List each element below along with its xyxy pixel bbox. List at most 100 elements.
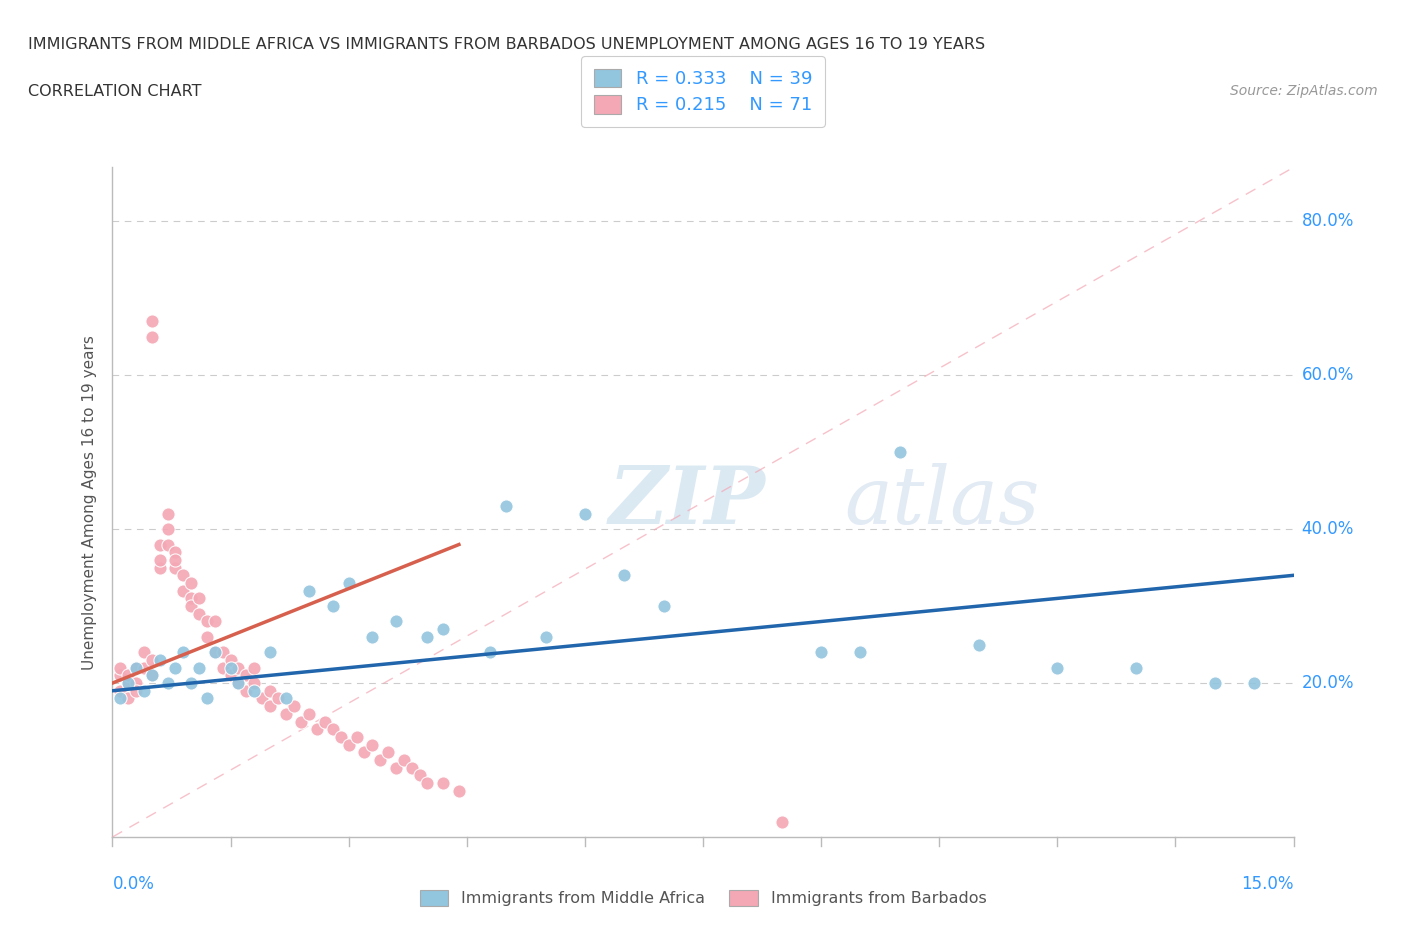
Point bbox=[290, 714, 312, 729]
Point bbox=[132, 660, 155, 675]
Point bbox=[337, 737, 360, 752]
Point bbox=[574, 506, 596, 521]
Point bbox=[165, 560, 187, 575]
Point bbox=[652, 599, 675, 614]
Point bbox=[337, 576, 360, 591]
Point bbox=[125, 660, 148, 675]
Text: 20.0%: 20.0% bbox=[1302, 674, 1354, 692]
Point bbox=[283, 698, 305, 713]
Point bbox=[368, 752, 391, 767]
Point bbox=[1243, 675, 1265, 690]
Point bbox=[141, 653, 163, 668]
Point bbox=[307, 722, 329, 737]
Point bbox=[156, 538, 179, 552]
Point bbox=[180, 576, 202, 591]
Point bbox=[298, 707, 321, 722]
Point bbox=[110, 660, 132, 675]
Point bbox=[432, 776, 454, 790]
Point bbox=[219, 653, 242, 668]
Point bbox=[322, 599, 344, 614]
Point bbox=[243, 684, 266, 698]
Point bbox=[377, 745, 399, 760]
Point bbox=[967, 637, 990, 652]
Point bbox=[117, 675, 139, 690]
Point bbox=[149, 560, 172, 575]
Point bbox=[432, 622, 454, 637]
Point bbox=[117, 675, 139, 690]
Point bbox=[259, 684, 281, 698]
Point bbox=[416, 630, 439, 644]
Point bbox=[188, 591, 211, 605]
Point bbox=[770, 814, 793, 829]
Point bbox=[172, 583, 194, 598]
Point bbox=[180, 591, 202, 605]
Point bbox=[110, 668, 132, 683]
Point bbox=[346, 729, 368, 744]
Point bbox=[165, 660, 187, 675]
Point bbox=[849, 644, 872, 659]
Point bbox=[353, 745, 375, 760]
Point bbox=[361, 737, 384, 752]
Point bbox=[156, 506, 179, 521]
Point bbox=[149, 552, 172, 567]
Point bbox=[243, 660, 266, 675]
Point bbox=[141, 668, 163, 683]
Point bbox=[1046, 660, 1069, 675]
Point bbox=[259, 644, 281, 659]
Legend: Immigrants from Middle Africa, Immigrants from Barbados: Immigrants from Middle Africa, Immigrant… bbox=[413, 884, 993, 912]
Text: 40.0%: 40.0% bbox=[1302, 520, 1354, 538]
Text: 15.0%: 15.0% bbox=[1241, 875, 1294, 894]
Point bbox=[172, 568, 194, 583]
Text: 0.0%: 0.0% bbox=[112, 875, 155, 894]
Point bbox=[165, 552, 187, 567]
Point bbox=[204, 644, 226, 659]
Point bbox=[141, 314, 163, 329]
Point bbox=[408, 768, 430, 783]
Point bbox=[156, 522, 179, 537]
Point bbox=[392, 752, 415, 767]
Point bbox=[228, 675, 250, 690]
Point bbox=[495, 498, 517, 513]
Point bbox=[125, 660, 148, 675]
Text: 80.0%: 80.0% bbox=[1302, 212, 1354, 231]
Point bbox=[149, 538, 172, 552]
Point bbox=[228, 675, 250, 690]
Point bbox=[180, 675, 202, 690]
Point bbox=[416, 776, 439, 790]
Point bbox=[235, 684, 257, 698]
Point bbox=[211, 644, 233, 659]
Point bbox=[1125, 660, 1147, 675]
Point bbox=[195, 614, 218, 629]
Point bbox=[385, 614, 408, 629]
Point bbox=[447, 783, 470, 798]
Point bbox=[219, 660, 242, 675]
Point bbox=[172, 644, 194, 659]
Point bbox=[141, 668, 163, 683]
Point bbox=[274, 707, 297, 722]
Point bbox=[479, 644, 502, 659]
Point bbox=[110, 691, 132, 706]
Text: Source: ZipAtlas.com: Source: ZipAtlas.com bbox=[1230, 84, 1378, 98]
Point bbox=[361, 630, 384, 644]
Text: CORRELATION CHART: CORRELATION CHART bbox=[28, 84, 201, 99]
Point bbox=[267, 691, 290, 706]
Point bbox=[204, 614, 226, 629]
Point bbox=[534, 630, 557, 644]
Legend: R = 0.333    N = 39, R = 0.215    N = 71: R = 0.333 N = 39, R = 0.215 N = 71 bbox=[581, 56, 825, 127]
Point bbox=[156, 675, 179, 690]
Text: atlas: atlas bbox=[845, 463, 1040, 541]
Point bbox=[1204, 675, 1226, 690]
Point bbox=[250, 691, 273, 706]
Point bbox=[149, 653, 172, 668]
Point bbox=[117, 668, 139, 683]
Point bbox=[613, 568, 636, 583]
Point bbox=[259, 698, 281, 713]
Point bbox=[132, 684, 155, 698]
Text: ZIP: ZIP bbox=[609, 463, 765, 541]
Point bbox=[165, 545, 187, 560]
Point bbox=[274, 691, 297, 706]
Text: IMMIGRANTS FROM MIDDLE AFRICA VS IMMIGRANTS FROM BARBADOS UNEMPLOYMENT AMONG AGE: IMMIGRANTS FROM MIDDLE AFRICA VS IMMIGRA… bbox=[28, 37, 986, 52]
Point bbox=[322, 722, 344, 737]
Text: 60.0%: 60.0% bbox=[1302, 366, 1354, 384]
Point bbox=[889, 445, 911, 459]
